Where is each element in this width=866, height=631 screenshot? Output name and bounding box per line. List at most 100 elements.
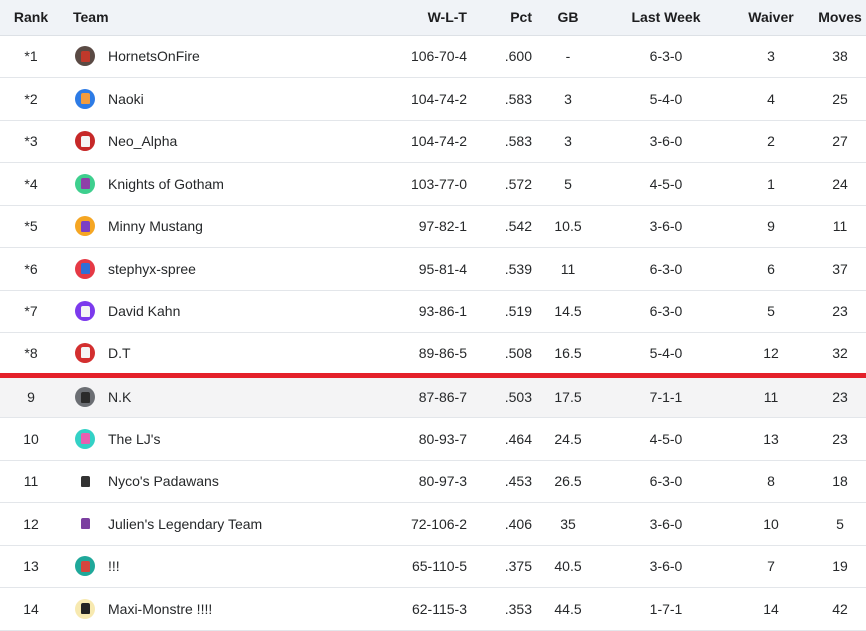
team-cell[interactable]: D.T — [75, 342, 352, 363]
gb-cell: 26.5 — [532, 460, 604, 503]
moves-cell: 11 — [814, 205, 866, 248]
team-avatar-icon[interactable] — [75, 513, 95, 534]
team-cell[interactable]: N.K — [75, 387, 352, 408]
header-pct[interactable]: Pct — [467, 0, 532, 36]
team-avatar-icon[interactable] — [75, 556, 95, 577]
team-avatar-icon[interactable] — [75, 131, 95, 152]
waiver-cell: 14 — [728, 587, 814, 631]
gb-cell: 44.5 — [532, 587, 604, 631]
gb-cell: 11 — [532, 247, 604, 291]
table-row: *7 David Kahn 93-86-1 .519 14.5 6-3-0 5 … — [0, 290, 866, 333]
team-name-link[interactable]: Maxi-Monstre !!!! — [108, 600, 213, 617]
moves-cell: 27 — [814, 120, 866, 163]
team-name-link[interactable]: Julien's Legendary Team — [108, 515, 263, 532]
last-week-cell: 6-3-0 — [604, 247, 728, 291]
team-avatar-icon[interactable] — [75, 216, 95, 237]
team-name-link[interactable]: Minny Mustang — [108, 218, 203, 235]
last-week-cell: 3-6-0 — [604, 120, 728, 163]
pct-cell: .453 — [467, 460, 532, 503]
team-name-link[interactable]: David Kahn — [108, 303, 181, 320]
wlt-cell: 104-74-2 — [352, 120, 467, 163]
team-avatar-icon[interactable] — [75, 387, 95, 408]
team-cell[interactable]: Maxi-Monstre !!!! — [75, 598, 352, 619]
team-avatar-icon[interactable] — [75, 173, 95, 194]
header-team[interactable]: Team — [62, 0, 352, 36]
pct-cell: .572 — [467, 162, 532, 206]
rank-cell: 14 — [0, 587, 62, 631]
rank-cell: *8 — [0, 332, 62, 378]
last-week-cell: 7-1-1 — [604, 375, 728, 418]
team-name-link[interactable]: HornetsOnFire — [108, 48, 200, 65]
moves-cell: 23 — [814, 290, 866, 333]
team-avatar-icon[interactable] — [75, 301, 95, 322]
team-avatar-icon[interactable] — [75, 342, 95, 363]
header-moves[interactable]: Moves — [814, 0, 866, 36]
pct-cell: .542 — [467, 205, 532, 248]
wlt-cell: 104-74-2 — [352, 77, 467, 121]
rank-cell: 9 — [0, 375, 62, 418]
team-cell[interactable]: The LJ's — [75, 428, 352, 449]
moves-cell: 37 — [814, 247, 866, 291]
header-last-week[interactable]: Last Week — [604, 0, 728, 36]
team-avatar-icon[interactable] — [75, 471, 95, 492]
rank-cell: 12 — [0, 502, 62, 546]
team-name-link[interactable]: Neo_Alpha — [108, 133, 178, 150]
pct-cell: .353 — [467, 587, 532, 631]
team-cell[interactable]: Nyco's Padawans — [75, 471, 352, 492]
team-name-link[interactable]: The LJ's — [108, 430, 161, 447]
team-name-link[interactable]: Naoki — [108, 90, 144, 107]
team-cell[interactable]: Julien's Legendary Team — [75, 513, 352, 534]
rank-cell: *3 — [0, 120, 62, 163]
waiver-cell: 1 — [728, 162, 814, 206]
moves-cell: 5 — [814, 502, 866, 546]
wlt-cell: 89-86-5 — [352, 332, 467, 378]
team-cell[interactable]: Minny Mustang — [75, 216, 352, 237]
waiver-cell: 2 — [728, 120, 814, 163]
table-row: 11 Nyco's Padawans 80-97-3 .453 26.5 6-3… — [0, 460, 866, 503]
pct-cell: .406 — [467, 502, 532, 546]
gb-cell: 40.5 — [532, 545, 604, 588]
team-name-link[interactable]: stephyx-spree — [108, 260, 196, 277]
gb-cell: 24.5 — [532, 417, 604, 461]
pct-cell: .519 — [467, 290, 532, 333]
team-avatar-icon[interactable] — [75, 428, 95, 449]
team-cell[interactable]: Neo_Alpha — [75, 131, 352, 152]
team-name-link[interactable]: N.K — [108, 389, 132, 406]
gb-cell: 3 — [532, 120, 604, 163]
team-name-link[interactable]: Nyco's Padawans — [108, 473, 219, 490]
team-cell[interactable]: Naoki — [75, 88, 352, 109]
team-cell[interactable]: Knights of Gotham — [75, 173, 352, 194]
team-cell[interactable]: HornetsOnFire — [75, 46, 352, 67]
last-week-cell: 1-7-1 — [604, 587, 728, 631]
rank-cell: *5 — [0, 205, 62, 248]
table-row: 9 N.K 87-86-7 .503 17.5 7-1-1 11 23 — [0, 375, 866, 418]
team-avatar-icon[interactable] — [75, 598, 95, 619]
table-row: *2 Naoki 104-74-2 .583 3 5-4-0 4 25 — [0, 77, 866, 121]
team-cell[interactable]: stephyx-spree — [75, 258, 352, 279]
table-row: 13 !!! 65-110-5 .375 40.5 3-6-0 7 19 — [0, 545, 866, 588]
table-row: *4 Knights of Gotham 103-77-0 .572 5 4-5… — [0, 162, 866, 206]
team-name-link[interactable]: D.T — [108, 344, 131, 361]
team-name-link[interactable]: !!! — [108, 558, 120, 575]
header-wlt[interactable]: W-L-T — [352, 0, 467, 36]
header-waiver[interactable]: Waiver — [728, 0, 814, 36]
team-avatar-icon[interactable] — [75, 46, 95, 67]
moves-cell: 23 — [814, 375, 866, 418]
rank-cell: *4 — [0, 162, 62, 206]
gb-cell: 17.5 — [532, 375, 604, 418]
last-week-cell: 4-5-0 — [604, 417, 728, 461]
wlt-cell: 80-93-7 — [352, 417, 467, 461]
wlt-cell: 72-106-2 — [352, 502, 467, 546]
team-avatar-icon[interactable] — [75, 258, 95, 279]
waiver-cell: 11 — [728, 375, 814, 418]
team-cell[interactable]: !!! — [75, 556, 352, 577]
team-name-link[interactable]: Knights of Gotham — [108, 175, 224, 192]
header-rank[interactable]: Rank — [0, 0, 62, 36]
table-row: 10 The LJ's 80-93-7 .464 24.5 4-5-0 13 2… — [0, 417, 866, 461]
header-gb[interactable]: GB — [532, 0, 604, 36]
pct-cell: .464 — [467, 417, 532, 461]
last-week-cell: 6-3-0 — [604, 460, 728, 503]
team-cell[interactable]: David Kahn — [75, 301, 352, 322]
team-avatar-icon[interactable] — [75, 88, 95, 109]
pct-cell: .503 — [467, 375, 532, 418]
